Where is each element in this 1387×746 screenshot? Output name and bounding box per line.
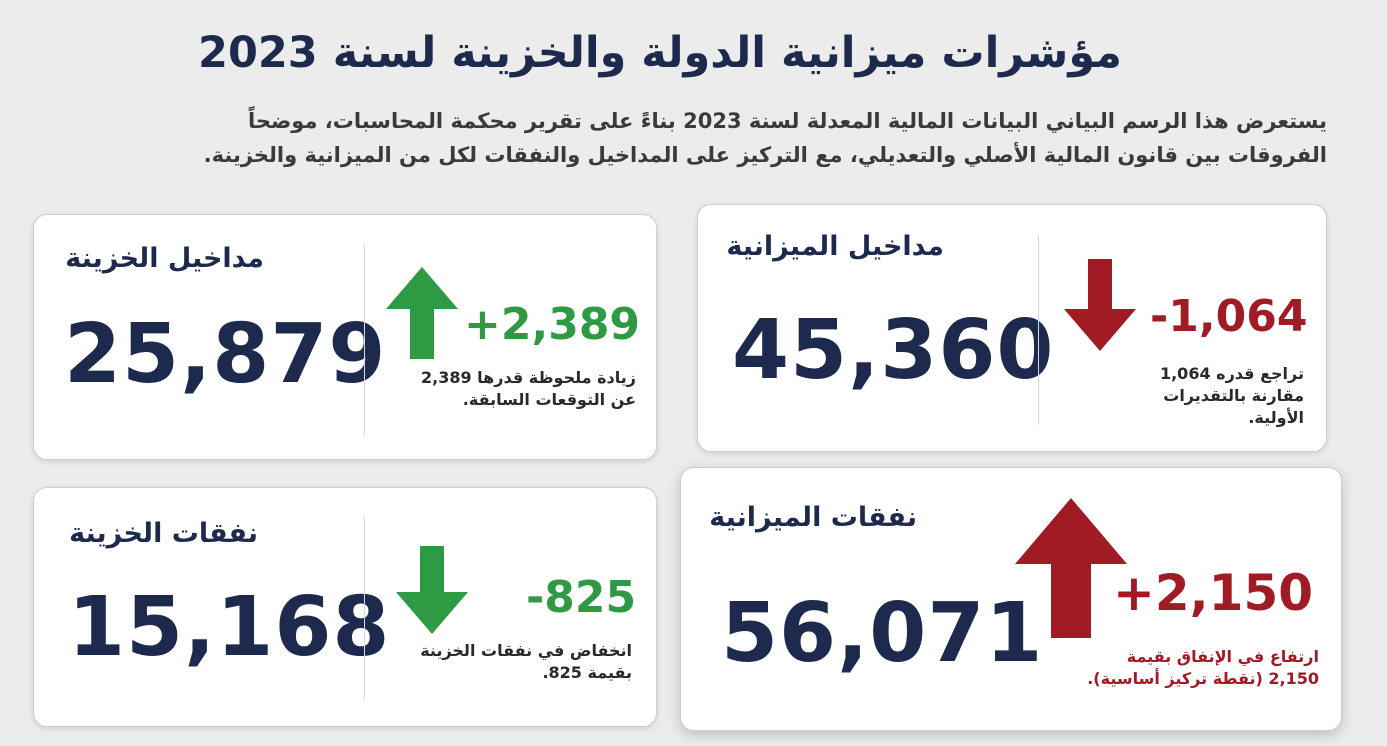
card-note: انخفاض في نفقات الخزينة بقيمة 825.	[420, 641, 632, 682]
card-treasury-revenue: مداخيل الخزينة 25,879 +2,389 زيادة ملحوظ…	[33, 214, 657, 460]
arrow-down-icon	[1064, 259, 1136, 351]
card-value: 45,360	[732, 303, 1055, 398]
card-budget-expenses: نفقات الميزانية 56,071 +2,150 ارتفاع في …	[680, 467, 1342, 731]
card-value: 15,168	[68, 580, 391, 675]
card-change: +2,150	[1113, 564, 1314, 622]
card-note: زيادة ملحوظة قدرها 2,389 عن التوقعات الس…	[420, 368, 636, 409]
card-treasury-expenses: نفقات الخزينة 15,168 -825 انخفاض في نفقا…	[33, 487, 657, 727]
card-value: 25,879	[64, 307, 387, 402]
card-label: نفقات الميزانية	[709, 502, 917, 533]
card-note: ارتفاع في الإنفاق بقيمة 2,150 (نقطة تركي…	[1087, 647, 1319, 688]
card-label: نفقات الخزينة	[69, 518, 258, 549]
card-divider	[364, 245, 365, 435]
card-divider	[1038, 235, 1039, 425]
page-subtitle: يستعرض هذا الرسم البياني البيانات المالي…	[203, 109, 1327, 167]
card-label: مداخيل الخزينة	[65, 243, 264, 274]
card-change: -825	[526, 572, 637, 623]
page-title: مؤشرات ميزانية الدولة والخزينة لسنة 2023	[198, 28, 1122, 78]
card-value: 56,071	[721, 586, 1044, 681]
card-label: مداخيل الميزانية	[726, 231, 944, 262]
arrow-down-icon	[396, 546, 468, 634]
card-divider	[364, 518, 365, 698]
arrow-up-icon	[1015, 498, 1127, 638]
card-change: +2,389	[464, 299, 641, 350]
arrow-up-icon	[386, 267, 458, 359]
card-budget-revenue: مداخيل الميزانية 45,360 -1,064 تراجع قدر…	[697, 204, 1327, 452]
card-change: -1,064	[1150, 291, 1308, 342]
card-note: تراجع قدره 1,064 مقارنة بالتقديرات الأول…	[1159, 364, 1304, 427]
